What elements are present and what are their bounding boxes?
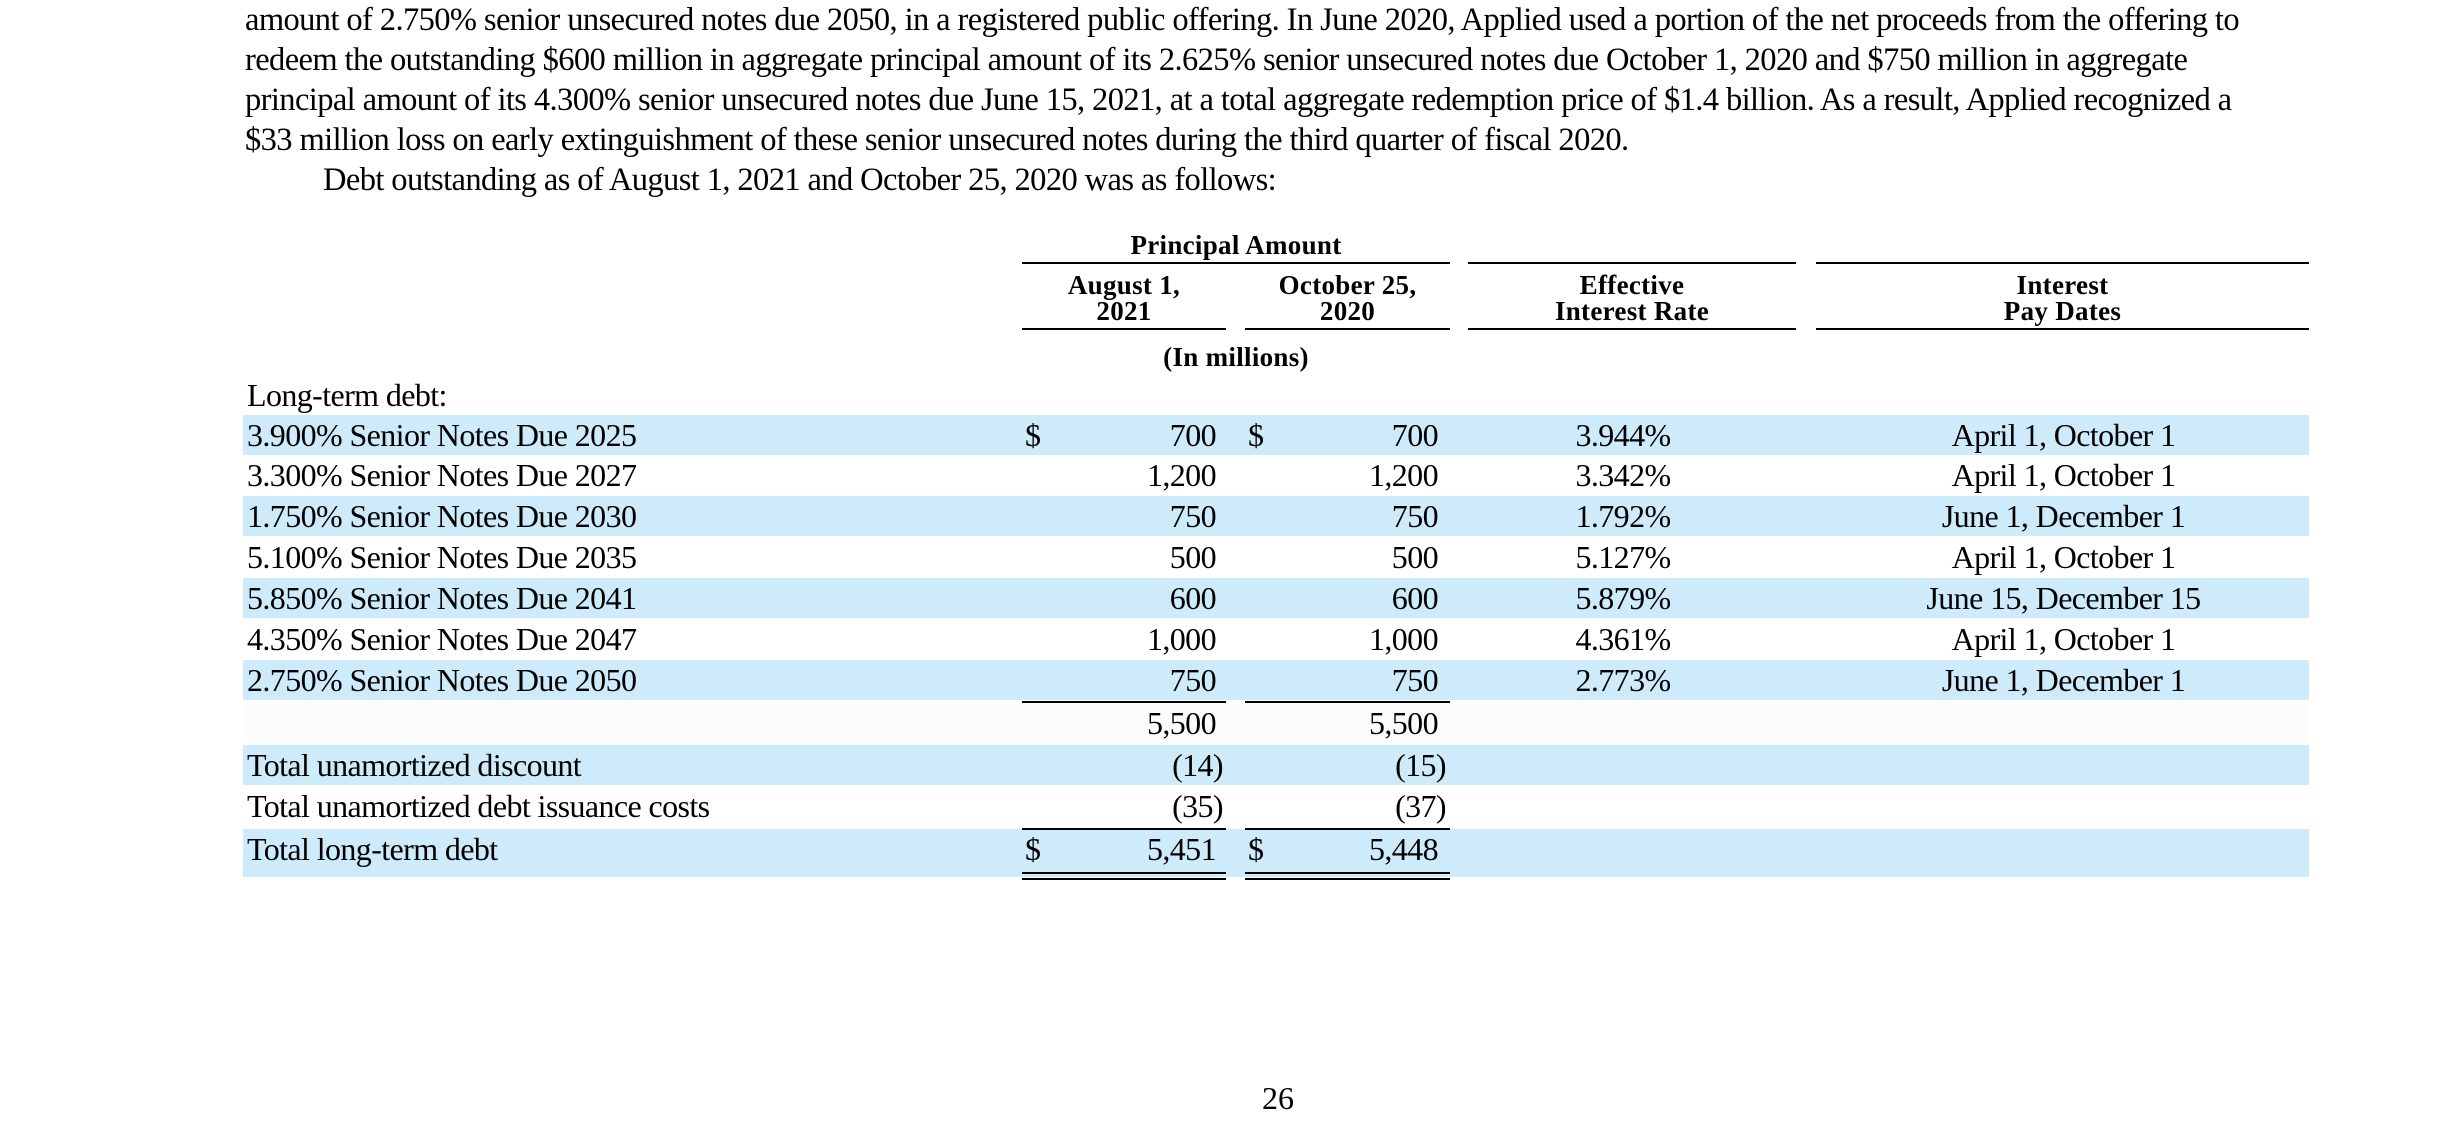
value-october: (15) [1395, 747, 1447, 783]
col-rate-line2: Interest Rate [1554, 296, 1710, 326]
paragraph-line: $33 million loss on early extinguishment… [245, 122, 1629, 158]
double-rule [1245, 872, 1450, 874]
table-row: Total unamortized debt issuance costs (3… [243, 786, 2309, 826]
header-rule [1245, 328, 1450, 330]
double-rule [1022, 872, 1226, 874]
value-august: 700 [1169, 417, 1217, 453]
row-label: 5.100% Senior Notes Due 2035 [247, 539, 637, 575]
col-august-header: August 1, 2021 [1022, 270, 1226, 326]
effective-rate: 2.773% [1575, 662, 1671, 698]
effective-rate: 5.879% [1575, 580, 1671, 616]
col-pay-line1: Interest [2016, 270, 2109, 300]
col-august-line1: August 1, [1067, 270, 1181, 300]
col-rate-line1: Effective [1579, 270, 1685, 300]
table-row: 3.300% Senior Notes Due 2027 1,200 1,200… [243, 455, 2309, 495]
row-label: Total unamortized discount [247, 747, 582, 783]
subtotal-october: 5,500 [1368, 705, 1439, 741]
value-october: 700 [1391, 417, 1439, 453]
effective-rate: 3.342% [1575, 457, 1671, 493]
value-august: 750 [1169, 498, 1217, 534]
header-rule [1816, 328, 2309, 330]
value-october: 750 [1391, 662, 1439, 698]
currency-symbol: $ [1248, 831, 1264, 867]
total-row: Total long-term debt $ 5,451 $ 5,448 [243, 829, 2309, 877]
double-rule [1022, 878, 1226, 880]
header-rule [1816, 262, 2309, 264]
row-label: 3.300% Senior Notes Due 2027 [247, 457, 637, 493]
pay-dates: June 15, December 15 [1926, 580, 2201, 616]
effective-rate: 1.792% [1575, 498, 1671, 534]
value-august: (14) [1172, 747, 1224, 783]
value-august: 600 [1169, 580, 1217, 616]
effective-rate: 3.944% [1575, 417, 1671, 453]
total-rule [1022, 828, 1226, 830]
subtotal-rule [1245, 701, 1450, 703]
table-row: 2.750% Senior Notes Due 2050 750 750 2.7… [243, 660, 2309, 700]
row-label: 2.750% Senior Notes Due 2050 [247, 662, 637, 698]
effective-rate: 5.127% [1575, 539, 1671, 575]
value-october: 600 [1391, 580, 1439, 616]
currency-symbol: $ [1025, 417, 1041, 453]
table-row: 5.850% Senior Notes Due 2041 600 600 5.8… [243, 578, 2309, 618]
value-october: (37) [1395, 788, 1447, 824]
header-rule [1022, 262, 1450, 264]
units-note: (In millions) [1163, 342, 1309, 372]
subtotal-row: 5,500 5,500 [243, 703, 2309, 743]
total-october: 5,448 [1368, 831, 1439, 867]
debt-intro-paragraph: Debt outstanding as of August 1, 2021 an… [323, 162, 1277, 198]
value-august: 500 [1169, 539, 1217, 575]
row-label: Total long-term debt [247, 831, 498, 867]
header-rule [1022, 328, 1226, 330]
col-october-line1: October 25, [1278, 270, 1417, 300]
col-august-line2: 2021 [1096, 296, 1152, 326]
value-october: 1,000 [1368, 621, 1439, 657]
paragraph-line: amount of 2.750% senior unsecured notes … [245, 2, 2240, 38]
section-label: Long-term debt: [247, 377, 447, 413]
col-pay-line2: Pay Dates [2003, 296, 2122, 326]
header-rule [1468, 262, 1796, 264]
value-august: 1,000 [1146, 621, 1217, 657]
row-label: 4.350% Senior Notes Due 2047 [247, 621, 637, 657]
table-row: 5.100% Senior Notes Due 2035 500 500 5.1… [243, 537, 2309, 577]
value-august: 1,200 [1146, 457, 1217, 493]
row-label: 1.750% Senior Notes Due 2030 [247, 498, 637, 534]
value-october: 500 [1391, 539, 1439, 575]
pay-dates: April 1, October 1 [1951, 621, 2176, 657]
subtotal-august: 5,500 [1146, 705, 1217, 741]
subtotal-rule [1022, 701, 1226, 703]
paragraph-line: redeem the outstanding $600 million in a… [245, 42, 2188, 78]
row-label: 3.900% Senior Notes Due 2025 [247, 417, 637, 453]
double-rule [1245, 878, 1450, 880]
value-october: 1,200 [1368, 457, 1439, 493]
value-october: 750 [1391, 498, 1439, 534]
pay-dates: April 1, October 1 [1951, 417, 2176, 453]
paragraph-line: principal amount of its 4.300% senior un… [245, 82, 2232, 118]
pay-dates: June 1, December 1 [1941, 662, 2186, 698]
table-row: Total unamortized discount (14) (15) [243, 745, 2309, 785]
currency-symbol: $ [1248, 417, 1264, 453]
col-october-line2: 2020 [1319, 296, 1376, 326]
total-rule [1245, 828, 1450, 830]
table-row: 1.750% Senior Notes Due 2030 750 750 1.7… [243, 496, 2309, 536]
pay-dates: June 1, December 1 [1941, 498, 2186, 534]
value-august: 750 [1169, 662, 1217, 698]
principal-amount-header: Principal Amount [1130, 230, 1342, 260]
col-pay-header: Interest Pay Dates [1816, 270, 2309, 326]
col-october-header: October 25, 2020 [1245, 270, 1450, 326]
pay-dates: April 1, October 1 [1951, 539, 2176, 575]
header-rule [1468, 328, 1796, 330]
table-row: 4.350% Senior Notes Due 2047 1,000 1,000… [243, 619, 2309, 659]
section-label-row: Long-term debt: [243, 375, 2309, 415]
page-number: 26 [1262, 1080, 1294, 1116]
table-row: 3.900% Senior Notes Due 2025 $ 700 $ 700… [243, 415, 2309, 455]
effective-rate: 4.361% [1575, 621, 1671, 657]
row-label: 5.850% Senior Notes Due 2041 [247, 580, 637, 616]
currency-symbol: $ [1025, 831, 1041, 867]
row-label: Total unamortized debt issuance costs [247, 788, 710, 824]
col-rate-header: Effective Interest Rate [1468, 270, 1796, 326]
pay-dates: April 1, October 1 [1951, 457, 2176, 493]
total-august: 5,451 [1146, 831, 1217, 867]
value-august: (35) [1172, 788, 1224, 824]
